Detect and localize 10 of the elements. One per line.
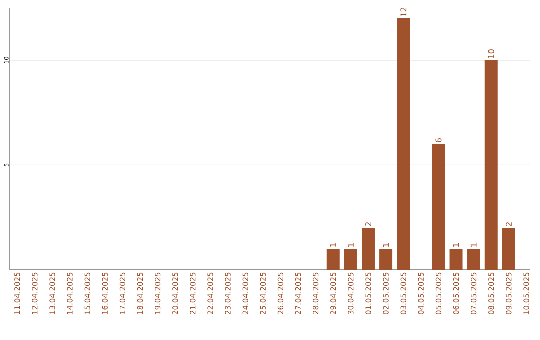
bar (326, 249, 340, 270)
bar (484, 60, 498, 270)
bar (502, 228, 516, 270)
bar (432, 144, 446, 270)
bar (362, 228, 375, 270)
bar (344, 249, 358, 270)
bar (397, 18, 410, 270)
bar (380, 249, 393, 270)
bar (450, 249, 463, 270)
bar (467, 249, 480, 270)
